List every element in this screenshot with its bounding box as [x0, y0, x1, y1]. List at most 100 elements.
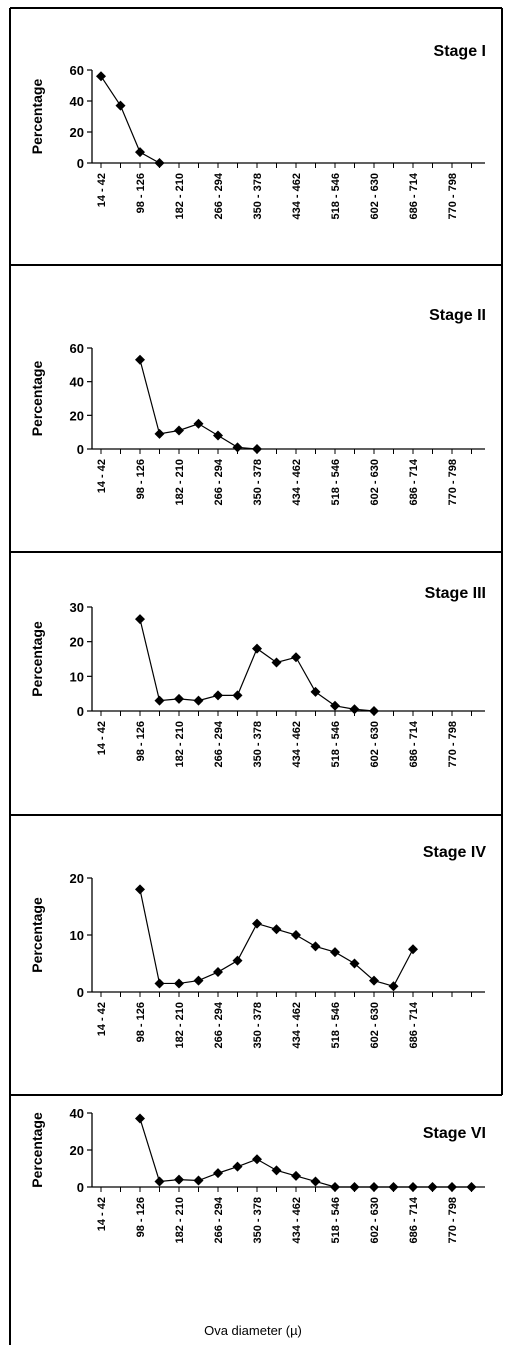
- x-tick-label: 686 - 714: [408, 720, 420, 767]
- x-tick-label: 98 - 126: [135, 721, 147, 761]
- x-tick-label: 686 - 714: [408, 172, 420, 219]
- x-tick-label: 434 - 462: [291, 721, 303, 767]
- data-point-marker: [232, 690, 243, 701]
- x-tick-label: 182 - 210: [174, 1002, 186, 1048]
- data-point-marker: [349, 1182, 360, 1192]
- x-tick-label: 434 - 462: [291, 173, 303, 219]
- data-point-marker: [174, 978, 184, 989]
- x-tick-label: 14 - 42: [96, 459, 108, 493]
- data-point-marker: [369, 975, 379, 986]
- x-tick-label: 266 - 294: [213, 172, 225, 219]
- chart-panel-4: Stage IV Percentage 0 10 20 14 - 42 98 - 126 18…: [29, 844, 486, 1048]
- y-tick-label: 0: [77, 985, 84, 1000]
- x-tick-label: 518 - 546: [330, 173, 342, 219]
- data-point-marker: [135, 354, 145, 365]
- x-tick-label: 350 - 378: [252, 721, 264, 767]
- data-point-marker: [330, 1182, 340, 1192]
- y-tick-label: 20: [70, 125, 84, 140]
- x-tick-label: 182 - 210: [174, 721, 186, 767]
- series-line: [139, 889, 414, 988]
- data-point-marker: [252, 1154, 262, 1165]
- x-tick-label: 350 - 378: [252, 1197, 264, 1243]
- y-axis-label: Percentage: [29, 1112, 45, 1188]
- x-tick-label: 98 - 126: [135, 459, 147, 499]
- x-axis-label: Ova diameter (µ): [204, 1323, 302, 1338]
- y-tick-label: 60: [70, 341, 84, 356]
- y-tick-label: 30: [70, 600, 84, 615]
- chart-panel-2: Stage II Percentage 0 20 40 60 14 - 42 98 - 126…: [29, 307, 486, 505]
- data-point-marker: [408, 1182, 418, 1192]
- data-point-marker: [271, 924, 282, 935]
- data-point-marker: [252, 643, 262, 654]
- data-point-marker: [232, 955, 243, 966]
- data-point-marker: [466, 1182, 477, 1192]
- x-tick-label: 434 - 462: [291, 1197, 303, 1243]
- data-point-marker: [154, 1176, 165, 1187]
- data-point-marker: [232, 1161, 243, 1172]
- data-point-marker: [291, 930, 301, 940]
- x-tick-label: 14 - 42: [96, 721, 108, 755]
- data-point-marker: [193, 418, 204, 429]
- data-point-marker: [154, 158, 165, 168]
- data-point-marker: [193, 695, 204, 706]
- data-point-marker: [330, 947, 340, 958]
- data-point-marker: [213, 430, 223, 441]
- series-line: [100, 75, 160, 164]
- x-tick-label: 434 - 462: [291, 459, 303, 505]
- data-point-marker: [154, 695, 165, 706]
- x-tick-label: 14 - 42: [96, 1197, 108, 1231]
- chart-title: Stage II: [429, 307, 486, 324]
- data-point-marker: [310, 686, 321, 697]
- data-point-marker: [213, 1168, 223, 1179]
- data-point-marker: [310, 941, 321, 952]
- x-tick-label: 518 - 546: [330, 1197, 342, 1243]
- x-tick-label: 266 - 294: [213, 1001, 225, 1048]
- x-tick-label: 518 - 546: [330, 1002, 342, 1048]
- x-tick-label: 266 - 294: [213, 720, 225, 767]
- x-tick-label: 350 - 378: [252, 459, 264, 505]
- x-tick-label: 518 - 546: [330, 459, 342, 505]
- data-point-marker: [135, 1113, 145, 1124]
- series-line: [139, 618, 375, 712]
- x-tick-label: 770 - 798: [447, 721, 459, 767]
- x-tick-label: 266 - 294: [213, 458, 225, 505]
- y-axis-label: Percentage: [29, 79, 45, 155]
- data-point-marker: [135, 147, 145, 158]
- y-tick-label: 10: [70, 928, 84, 943]
- y-tick-label: 20: [70, 635, 84, 650]
- y-axis-label: Percentage: [29, 897, 45, 973]
- data-point-marker: [349, 704, 360, 715]
- y-tick-label: 40: [70, 1106, 84, 1121]
- y-tick-label: 60: [70, 63, 84, 78]
- x-tick-label: 602 - 630: [369, 1197, 381, 1243]
- data-point-marker: [427, 1182, 438, 1192]
- data-point-marker: [291, 652, 301, 663]
- x-tick-label: 518 - 546: [330, 721, 342, 767]
- data-point-marker: [252, 444, 262, 454]
- x-tick-label: 98 - 126: [135, 1002, 147, 1042]
- data-point-marker: [349, 958, 360, 969]
- x-tick-label: 182 - 210: [174, 1197, 186, 1243]
- y-axis-label: Percentage: [29, 621, 45, 697]
- data-point-marker: [213, 967, 223, 978]
- x-tick-label: 350 - 378: [252, 173, 264, 219]
- y-tick-label: 20: [70, 408, 84, 423]
- data-point-marker: [154, 428, 165, 439]
- data-point-marker: [174, 693, 184, 704]
- data-point-marker: [154, 978, 165, 989]
- x-tick-label: 98 - 126: [135, 173, 147, 213]
- data-point-marker: [330, 700, 340, 711]
- x-tick-label: 686 - 714: [408, 1001, 420, 1048]
- chart-title: Stage III: [425, 585, 486, 602]
- data-point-marker: [115, 100, 126, 111]
- x-tick-label: 770 - 798: [447, 1197, 459, 1243]
- x-tick-label: 14 - 42: [96, 1002, 108, 1036]
- data-point-marker: [291, 1170, 301, 1181]
- data-point-marker: [310, 1176, 321, 1187]
- y-tick-label: 40: [70, 94, 84, 109]
- y-axis-label: Percentage: [29, 361, 45, 437]
- x-tick-label: 182 - 210: [174, 173, 186, 219]
- data-point-marker: [96, 71, 106, 82]
- data-point-marker: [252, 918, 262, 929]
- data-point-marker: [135, 614, 145, 625]
